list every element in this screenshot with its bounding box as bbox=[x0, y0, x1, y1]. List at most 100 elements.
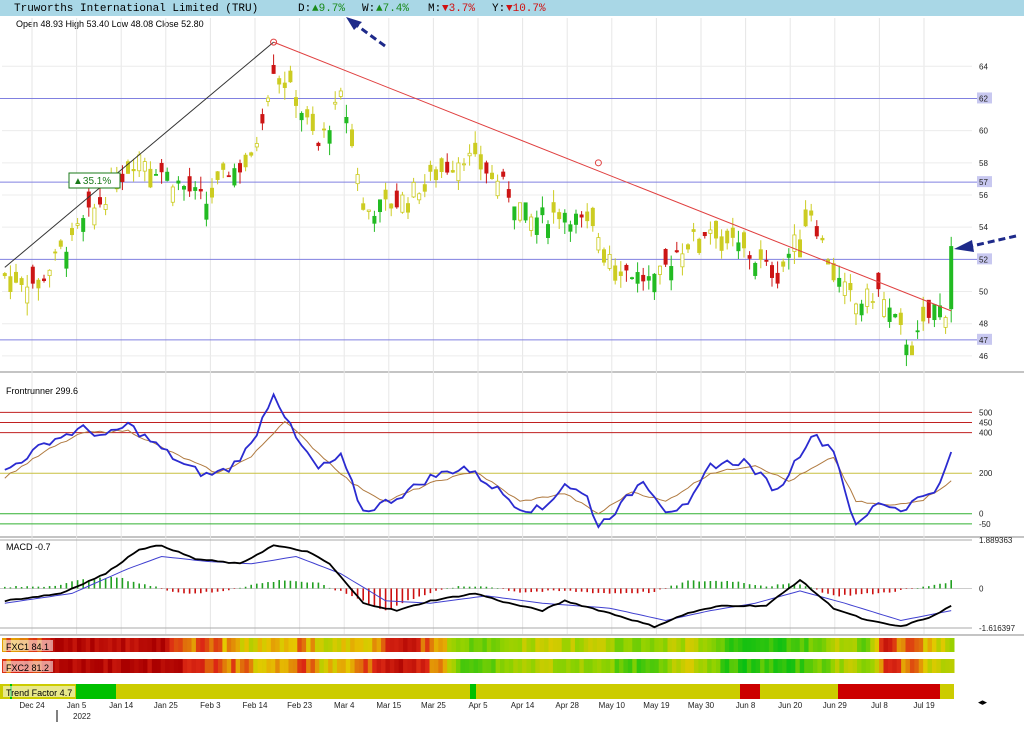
month-change-value: ▼3.7% bbox=[442, 3, 475, 15]
fxc1-label: FXC1 84.1 bbox=[6, 642, 49, 652]
fxc2-cell bbox=[147, 659, 153, 673]
candle-body bbox=[809, 210, 814, 216]
fxc1-cell bbox=[592, 638, 598, 652]
fxc2-cell bbox=[918, 659, 924, 673]
candle-body bbox=[770, 265, 775, 278]
candle-body bbox=[691, 229, 696, 232]
candle-body bbox=[943, 317, 948, 328]
candle-body bbox=[2, 273, 7, 277]
fxc1-cell bbox=[425, 638, 431, 652]
candle-body bbox=[131, 169, 136, 172]
macd-histogram-bar bbox=[799, 584, 801, 589]
fxc2-cell bbox=[59, 659, 65, 673]
candle-body bbox=[708, 229, 713, 234]
fxc1-cell bbox=[288, 638, 294, 652]
candle-body bbox=[546, 224, 551, 238]
x-tick-label: Feb 23 bbox=[287, 701, 312, 710]
fxc1-cell bbox=[314, 638, 320, 652]
macd-histogram-bar bbox=[877, 588, 880, 594]
candle-body bbox=[103, 204, 108, 210]
fxc1-cell bbox=[632, 638, 638, 652]
macd-histogram-bar bbox=[396, 588, 398, 606]
fxc2-cell bbox=[601, 659, 607, 673]
macd-histogram-bar bbox=[379, 588, 381, 609]
candle-body bbox=[204, 203, 209, 220]
fxc2-cell bbox=[332, 659, 338, 673]
macd-histogram-bar bbox=[261, 583, 264, 589]
fxc2-cell bbox=[782, 659, 788, 673]
fxc2-cell bbox=[336, 659, 342, 673]
fxc2-cell bbox=[359, 659, 364, 673]
candle-body bbox=[338, 90, 343, 97]
macd-histogram-bar bbox=[911, 588, 913, 589]
macd-histogram-bar bbox=[149, 585, 152, 589]
fxc1-cell bbox=[597, 638, 602, 652]
candle-body bbox=[81, 218, 86, 232]
fxc1-cell bbox=[182, 638, 188, 652]
fxc2-cell bbox=[425, 659, 431, 673]
candle-body bbox=[702, 232, 707, 237]
fxc2-label: FXC2 81.2 bbox=[6, 663, 49, 673]
fxc1-cell bbox=[544, 638, 550, 652]
fxc2-cell bbox=[530, 659, 536, 673]
downtrend-line bbox=[273, 41, 952, 312]
x-tick-label: Jan 14 bbox=[109, 701, 134, 710]
candle-body bbox=[176, 180, 181, 184]
candle-body bbox=[254, 143, 259, 148]
macd-histogram-bar bbox=[295, 581, 297, 589]
macd-histogram-bar bbox=[188, 588, 191, 594]
macd-histogram-bar bbox=[116, 577, 118, 589]
macd-histogram-bar bbox=[244, 586, 247, 589]
fxc1-cell bbox=[407, 638, 413, 652]
fxc2-cell bbox=[693, 659, 699, 673]
candle-body bbox=[865, 288, 870, 307]
gain-annotation: ▲35.1% bbox=[68, 172, 121, 189]
candle-body bbox=[467, 152, 472, 157]
fxc2-cell bbox=[892, 659, 898, 673]
gain-annotation-text: ▲35.1% bbox=[73, 176, 111, 187]
frontrunner-tick-label: -50 bbox=[979, 520, 991, 529]
fxc2-cell bbox=[689, 659, 695, 673]
fxc2-cell bbox=[367, 659, 373, 673]
fxc1-cell bbox=[693, 638, 699, 652]
macd-histogram-bar bbox=[944, 583, 947, 589]
fxc2-cell bbox=[429, 659, 435, 673]
macd-histogram-bar bbox=[575, 588, 577, 592]
fxc2-cell bbox=[72, 659, 78, 673]
x-tick-label: May 30 bbox=[688, 701, 715, 710]
fxc2-cell bbox=[372, 659, 378, 673]
macd-histogram-bar bbox=[485, 586, 488, 589]
fxc2-cell bbox=[742, 659, 748, 673]
macd-histogram-bar bbox=[110, 576, 112, 589]
macd-histogram-bar bbox=[810, 587, 812, 589]
x-tick-label: Jan 25 bbox=[154, 701, 179, 710]
candle-body bbox=[915, 330, 920, 333]
candle-body bbox=[277, 78, 282, 85]
macd-histogram-bar bbox=[452, 587, 454, 589]
fxc2-cell bbox=[522, 659, 527, 673]
fxc2-cell bbox=[363, 659, 369, 673]
fxc2-cell bbox=[156, 659, 162, 673]
macd-histogram-bar bbox=[172, 588, 174, 592]
macd-histogram-bar bbox=[384, 588, 387, 611]
fxc1-cell bbox=[191, 638, 197, 652]
candle-body bbox=[316, 142, 321, 147]
candle-body bbox=[288, 70, 293, 83]
candle-body bbox=[461, 163, 466, 166]
fxc1-cell bbox=[270, 638, 276, 652]
macd-histogram-bar bbox=[636, 588, 639, 594]
fxc1-cell bbox=[879, 638, 884, 652]
candle-body bbox=[949, 246, 954, 310]
macd-histogram-bar bbox=[580, 588, 583, 592]
macd-histogram-bar bbox=[205, 588, 208, 592]
fxc1-cell bbox=[755, 638, 761, 652]
fxc1-cell bbox=[442, 638, 448, 652]
candle-body bbox=[293, 97, 298, 106]
candle-body bbox=[736, 242, 741, 252]
candle-body bbox=[394, 190, 399, 208]
trend-factor-segment bbox=[792, 684, 838, 699]
y-tick-label: 52 bbox=[979, 255, 988, 264]
macd-histogram-bar bbox=[939, 583, 941, 589]
fxc1-cell bbox=[319, 638, 325, 652]
scroll-arrows-icon[interactable]: ◂▸ bbox=[978, 697, 988, 707]
